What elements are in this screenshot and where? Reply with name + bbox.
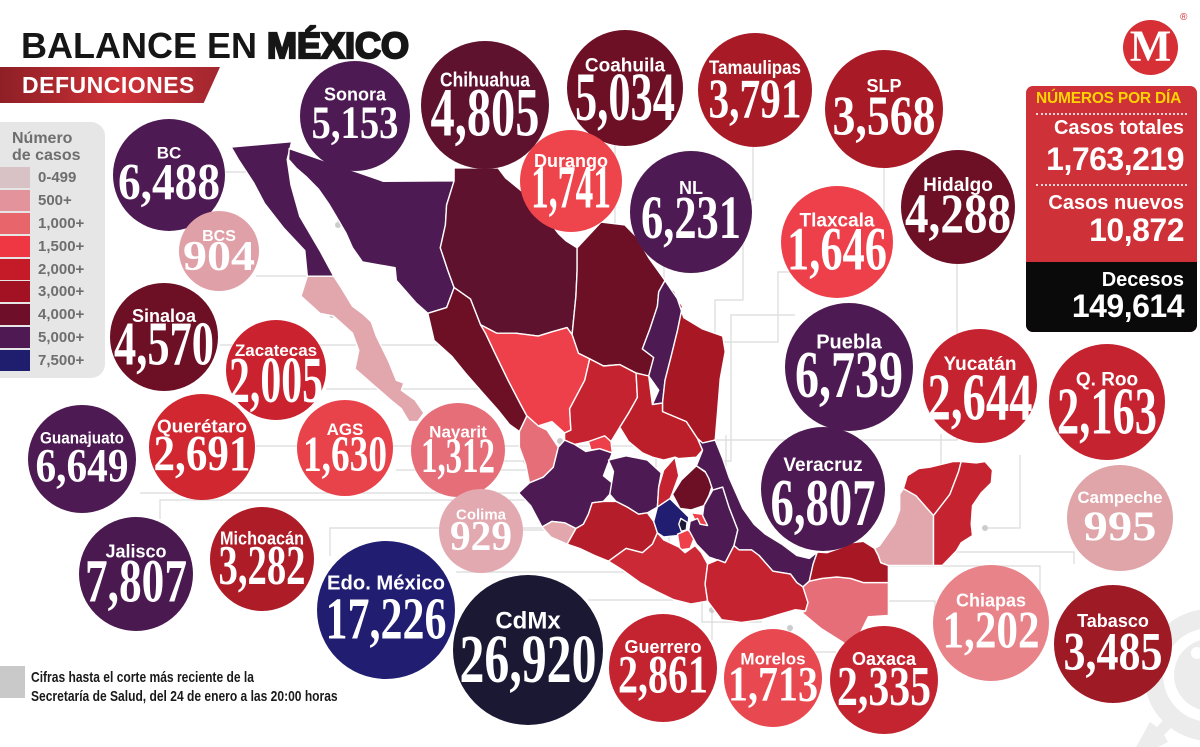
svg-text:Yucatán: Yucatán (944, 354, 1017, 375)
svg-text:7,807: 7,807 (85, 547, 187, 615)
svg-text:AGS: AGS (327, 420, 364, 439)
svg-text:Coahuila: Coahuila (585, 56, 666, 77)
svg-text:6,739: 6,739 (795, 337, 903, 412)
svg-text:BCS: BCS (202, 228, 236, 245)
svg-text:995: 995 (1084, 504, 1157, 550)
svg-text:Nayarit: Nayarit (429, 422, 487, 441)
svg-text:Tabasco: Tabasco (1077, 611, 1149, 631)
svg-text:5,034: 5,034 (575, 59, 675, 135)
svg-text:6,649: 6,649 (36, 440, 129, 493)
svg-text:2,163: 2,163 (1057, 374, 1157, 449)
svg-text:3,791: 3,791 (709, 69, 802, 131)
svg-text:1,202: 1,202 (943, 602, 1040, 660)
svg-text:Durango: Durango (534, 151, 608, 171)
svg-text:1,630: 1,630 (303, 426, 387, 482)
svg-text:1,312: 1,312 (421, 428, 495, 483)
svg-text:Morelos: Morelos (740, 650, 805, 669)
svg-text:4,288: 4,288 (905, 184, 1011, 246)
svg-text:Campeche: Campeche (1078, 488, 1163, 507)
svg-text:Colima: Colima (456, 507, 507, 524)
svg-text:Sonora: Sonora (324, 85, 387, 105)
svg-text:Chihuahua: Chihuahua (440, 70, 531, 92)
svg-text:2,005: 2,005 (229, 345, 323, 417)
svg-text:6,231: 6,231 (641, 184, 741, 252)
svg-text:NL: NL (679, 178, 703, 198)
svg-text:17,226: 17,226 (326, 585, 447, 651)
svg-text:Guanajuato: Guanajuato (40, 429, 124, 448)
svg-text:SLP: SLP (866, 76, 901, 96)
svg-text:2,335: 2,335 (837, 656, 931, 718)
svg-text:Q. Roo: Q. Roo (1076, 370, 1138, 391)
svg-text:1,741: 1,741 (531, 154, 611, 222)
svg-text:5,153: 5,153 (312, 98, 399, 149)
svg-text:4,570: 4,570 (114, 309, 214, 379)
svg-text:904: 904 (183, 233, 255, 280)
svg-text:Jalisco: Jalisco (105, 542, 166, 562)
svg-text:Puebla: Puebla (816, 332, 882, 354)
svg-text:3,282: 3,282 (219, 535, 306, 597)
svg-text:Sinaloa: Sinaloa (132, 306, 197, 326)
svg-text:Zacatecas: Zacatecas (235, 341, 317, 360)
svg-text:CdMx: CdMx (495, 608, 561, 635)
svg-text:Tlaxcala: Tlaxcala (800, 210, 875, 231)
svg-text:6,807: 6,807 (771, 465, 876, 540)
svg-text:1,646: 1,646 (787, 216, 887, 284)
svg-text:Guerrero: Guerrero (624, 637, 701, 657)
svg-text:26,920: 26,920 (460, 621, 597, 697)
svg-text:Edo. México: Edo. México (327, 573, 445, 595)
svg-text:3,568: 3,568 (833, 86, 936, 148)
svg-text:2,861: 2,861 (618, 645, 708, 705)
svg-text:6,488: 6,488 (118, 154, 220, 211)
svg-text:Oaxaca: Oaxaca (852, 649, 917, 669)
svg-text:Tamaulipas: Tamaulipas (709, 58, 801, 79)
svg-text:Veracruz: Veracruz (783, 455, 862, 476)
svg-text:2,644: 2,644 (928, 359, 1033, 434)
svg-text:Hidalgo: Hidalgo (923, 175, 993, 196)
svg-text:1,713: 1,713 (728, 656, 818, 711)
svg-text:929: 929 (450, 513, 512, 560)
svg-text:3,485: 3,485 (1064, 620, 1163, 681)
svg-text:Querétaro: Querétaro (157, 416, 247, 436)
svg-text:4,805: 4,805 (431, 75, 540, 151)
svg-text:2,691: 2,691 (154, 425, 251, 481)
svg-text:BC: BC (157, 144, 182, 163)
svg-text:Chiapas: Chiapas (956, 590, 1026, 610)
svg-text:Michoacán: Michoacán (220, 529, 304, 549)
